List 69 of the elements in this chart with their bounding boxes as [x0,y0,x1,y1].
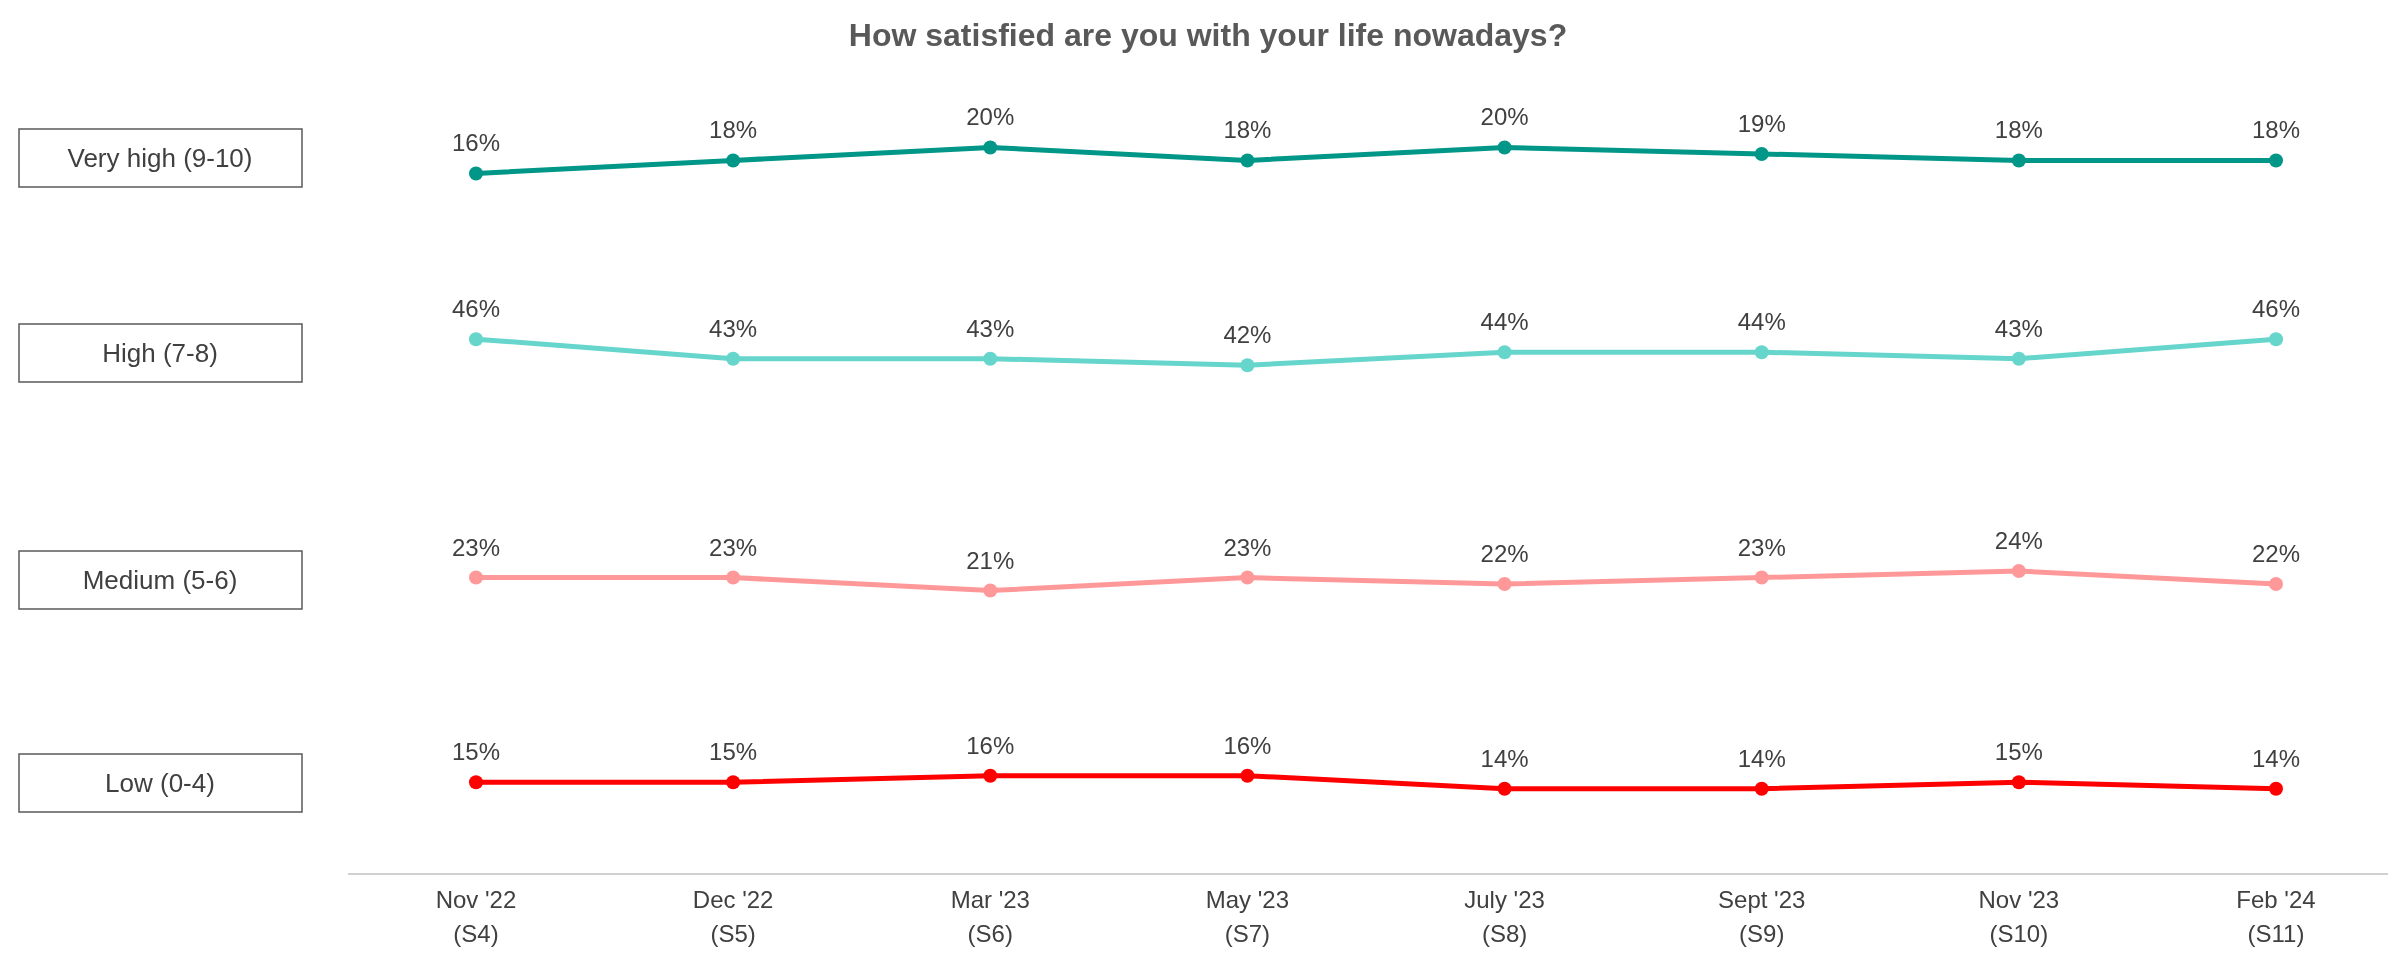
data-label: 24% [1994,527,2043,555]
point [1240,358,1255,373]
point [1497,577,1512,592]
data-label: 18% [2251,116,2301,144]
point [1240,153,1255,168]
x-tick-label: Sept '23 (S9) [1718,886,1806,947]
data-label: 16% [1223,731,1272,759]
point [2269,153,2283,168]
text: Low (0-4) [105,768,215,798]
x-tick-label: Nov '23 (S10) [1978,886,2060,947]
data-label: 44% [1737,308,1786,336]
data-label: 14% [1737,744,1786,772]
point [983,351,998,366]
point [1240,570,1255,585]
x-tick-label: May '23 (S7) [1205,886,1290,947]
point [1754,345,1769,360]
point [2269,332,2283,347]
data-label: 18% [1223,116,1272,144]
point [2011,351,2026,366]
text: Very high (9-10) [67,143,253,173]
point [726,153,741,168]
data-label: 16% [451,129,501,157]
data-label: 14% [2251,744,2301,772]
data-label: 19% [1737,109,1786,137]
data-label: 44% [1480,308,1529,336]
text: High (7-8) [102,338,218,368]
point [1497,345,1512,360]
point [2011,153,2026,168]
point [1754,570,1769,585]
data-label: 43% [966,314,1015,342]
data-label: 23% [1223,533,1272,561]
point [2269,577,2283,592]
data-label: 46% [451,295,501,323]
data-label: 20% [1480,103,1529,131]
point [1497,140,1512,155]
data-label: 20% [966,103,1015,131]
point [983,140,998,155]
data-label: 46% [2251,295,2301,323]
text: Medium (5-6) [82,565,238,595]
point [726,570,741,585]
data-label: 43% [1994,314,2043,342]
data-label: 14% [1480,744,1529,772]
data-label: 23% [1737,533,1786,561]
x-tick-label: Feb '24 (S11) [2236,886,2316,947]
data-label: 16% [966,731,1015,759]
x-tick-label: Dec '22 (S5) [692,886,774,947]
x-tick-label: Mar '23 (S6) [950,886,1030,947]
point [726,351,741,366]
point [469,166,483,181]
point [2011,564,2026,579]
data-label: 22% [1480,540,1529,568]
data-label: 15% [451,738,501,766]
data-label: 15% [1994,738,2043,766]
data-label: 23% [709,533,758,561]
x-tick-label: July '23 (S8) [1464,886,1545,947]
data-label: 15% [709,738,758,766]
data-label: 43% [709,314,758,342]
point [983,583,998,598]
data-label: 18% [709,116,758,144]
point [1754,146,1769,161]
data-label: 18% [1994,116,2043,144]
data-label: 21% [966,546,1015,574]
chart-title: How satisfied are you with your life nowadays? [848,17,1568,53]
x-tick-label: Nov '22 (S4) [435,886,517,947]
data-label: 23% [451,533,501,561]
point [469,570,483,585]
data-label: 22% [2251,540,2301,568]
point [469,332,483,347]
data-label: 42% [1223,321,1272,349]
